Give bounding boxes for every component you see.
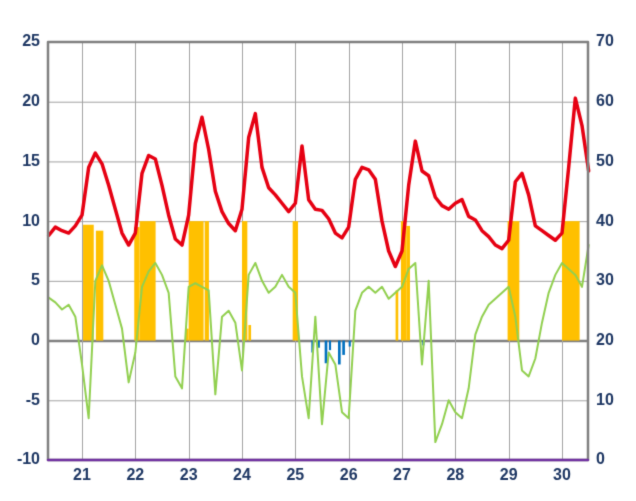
weather-chart-page: 積雪以外 倉吉 積雪 <box>0 0 636 501</box>
weather-chart-canvas <box>0 0 636 501</box>
